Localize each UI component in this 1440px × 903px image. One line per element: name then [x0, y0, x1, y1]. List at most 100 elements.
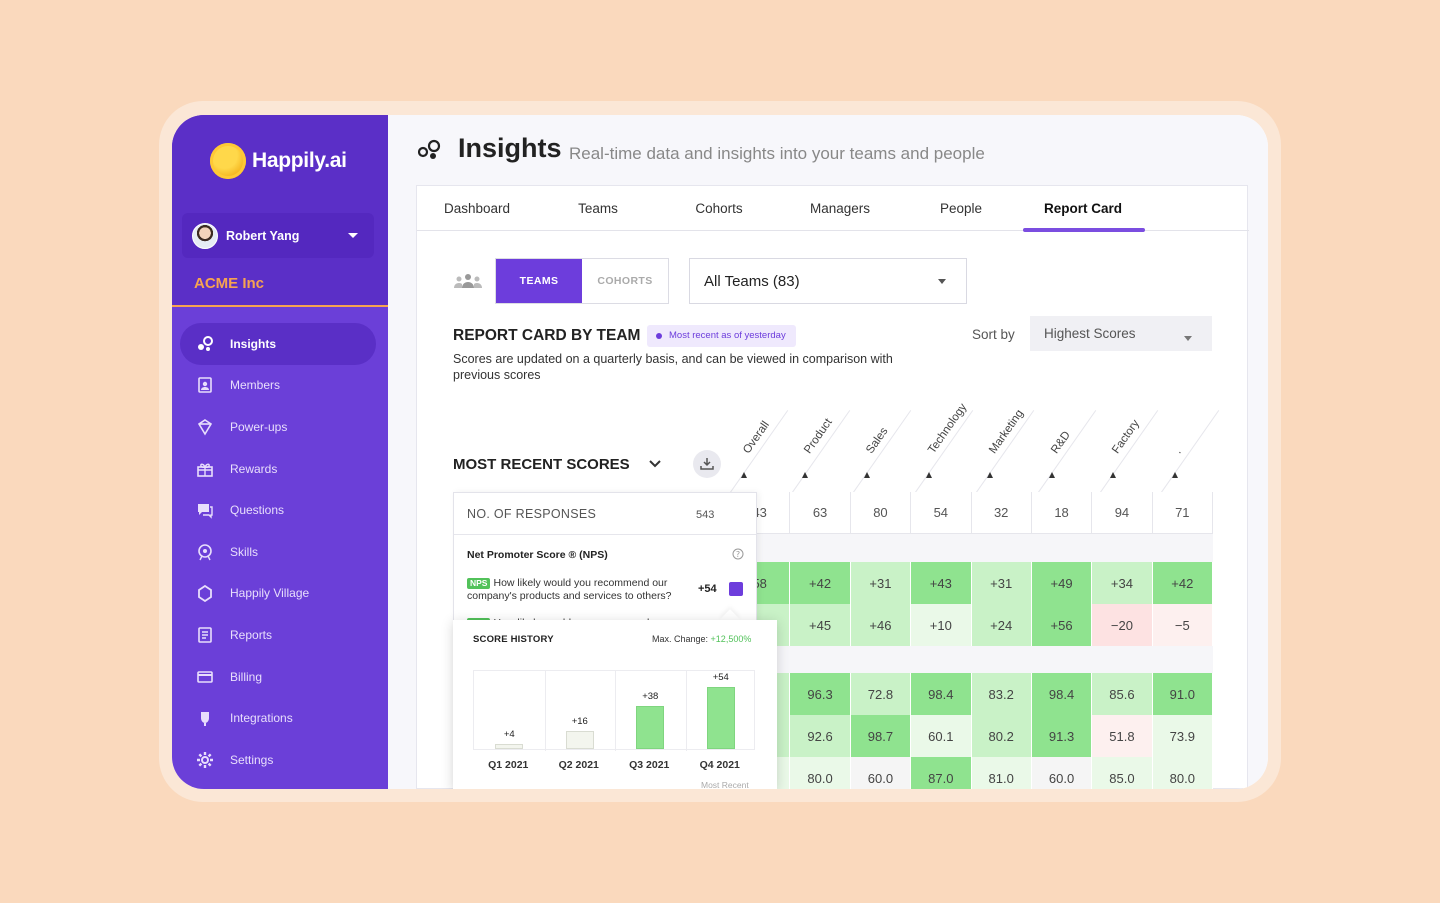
sidebar-item-integrations[interactable]: Integrations — [180, 697, 376, 739]
score-cell[interactable]: +10 — [911, 604, 972, 646]
report-card-description: Scores are updated on a quarterly basis,… — [453, 352, 893, 382]
score-cell[interactable]: 60.0 — [850, 757, 912, 789]
score-cell[interactable]: 96.3 — [790, 673, 851, 715]
score-cell[interactable]: −20 — [1092, 604, 1153, 646]
score-cell[interactable]: 60.0 — [1031, 757, 1093, 789]
rewards-icon — [196, 460, 214, 478]
sidebar-item-happily-village[interactable]: Happily Village — [180, 573, 376, 615]
sidebar-item-label: Power-ups — [230, 419, 288, 434]
svg-text:?: ? — [736, 550, 740, 559]
score-cell[interactable]: 91.3 — [1031, 715, 1093, 757]
column-header[interactable]: R&D — [1048, 429, 1073, 456]
score-cell[interactable]: 81.0 — [971, 757, 1032, 789]
sidebar-item-members[interactable]: Members — [180, 365, 376, 407]
score-cell[interactable]: 73.9 — [1152, 715, 1213, 757]
sidebar-header: Happily.ai Robert Yang ACME Inc — [172, 115, 388, 307]
score-cell[interactable]: +24 — [971, 604, 1032, 646]
logo-text: Happily.ai — [252, 149, 347, 172]
score-cell[interactable]: 85.0 — [1092, 757, 1153, 789]
responses-cell: 54 — [911, 492, 972, 534]
cohorts-toggle-button[interactable]: COHORTS — [597, 275, 653, 287]
history-bar[interactable] — [636, 705, 665, 749]
tab-dashboard[interactable]: Dashboard — [443, 201, 511, 216]
tab-teams[interactable]: Teams — [578, 201, 618, 216]
logo[interactable]: Happily.ai — [210, 143, 347, 179]
help-icon[interactable]: ? — [732, 548, 744, 560]
score-cell[interactable]: +31 — [850, 562, 912, 604]
responses-cell: 63 — [790, 492, 851, 534]
score-cell[interactable]: 87.0 — [911, 757, 972, 789]
sort-select-value: Highest Scores — [1044, 326, 1136, 341]
score-cell[interactable]: +34 — [1092, 562, 1153, 604]
members-icon — [196, 376, 214, 394]
score-cell[interactable]: +42 — [790, 562, 851, 604]
column-divider — [1038, 410, 1097, 493]
sidebar-item-reports[interactable]: Reports — [180, 614, 376, 656]
responses-row: NO. OF RESPONSES 543 — [454, 493, 756, 535]
sidebar-item-power-ups[interactable]: Power-ups — [180, 406, 376, 448]
sidebar-item-rewards[interactable]: Rewards — [180, 448, 376, 490]
history-x-label: Q3 2021 — [629, 759, 670, 771]
sidebar-item-settings[interactable]: Settings — [180, 739, 376, 781]
score-cell[interactable]: +43 — [911, 562, 972, 604]
user-menu[interactable]: Robert Yang — [182, 213, 374, 258]
sort-select[interactable]: Highest Scores — [1030, 316, 1212, 351]
tab-cohorts[interactable]: Cohorts — [695, 201, 743, 216]
teams-toggle-button[interactable]: TEAMS — [496, 259, 582, 303]
score-cell[interactable]: 83.2 — [971, 673, 1032, 715]
score-cell[interactable]: +45 — [790, 604, 851, 646]
team-select[interactable]: All Teams (83) — [689, 258, 967, 304]
score-history-popover: SCORE HISTORY Max. Change: +12,500% +4 +1… — [453, 620, 777, 789]
column-header[interactable]: Sales — [864, 425, 891, 456]
score-cell[interactable]: 85.6 — [1092, 673, 1153, 715]
avatar — [192, 222, 218, 249]
score-cell[interactable]: 80.0 — [1152, 757, 1213, 789]
score-cell[interactable]: 91.0 — [1152, 673, 1213, 715]
score-cell[interactable]: +56 — [1031, 604, 1093, 646]
score-cell[interactable]: 98.7 — [850, 715, 912, 757]
history-bar[interactable] — [495, 744, 524, 749]
score-cell[interactable]: 80.2 — [971, 715, 1032, 757]
history-x-label: Q1 2021 — [488, 759, 529, 771]
score-cell[interactable]: 51.8 — [1092, 715, 1153, 757]
chevron-down-icon[interactable] — [649, 460, 661, 468]
history-bar-label: +4 — [503, 729, 515, 740]
score-cell[interactable]: 98.4 — [911, 673, 972, 715]
score-cell[interactable]: 72.8 — [850, 673, 912, 715]
score-cell[interactable]: +46 — [850, 604, 912, 646]
column-header[interactable]: . — [1172, 446, 1184, 456]
page-subtitle: Real-time data and insights into your te… — [569, 144, 985, 163]
sidebar-item-questions[interactable]: Questions — [180, 489, 376, 531]
history-bar[interactable] — [565, 730, 594, 749]
score-cell[interactable]: +49 — [1031, 562, 1093, 604]
score-cell[interactable]: +42 — [1152, 562, 1213, 604]
sort-label: Sort by — [972, 327, 1015, 342]
score-cell[interactable]: 98.4 — [1031, 673, 1093, 715]
tab-report-card[interactable]: Report Card — [1043, 201, 1122, 216]
tab-people[interactable]: People — [939, 201, 983, 216]
history-bar-label: +38 — [642, 690, 659, 702]
most-recent-scores-title[interactable]: MOST RECENT SCORES — [453, 456, 630, 473]
tab-managers[interactable]: Managers — [809, 201, 871, 216]
download-button[interactable] — [693, 450, 721, 478]
score-cell[interactable]: 80.0 — [790, 757, 851, 789]
page-title: Insights — [458, 133, 562, 163]
score-cell[interactable]: +31 — [971, 562, 1032, 604]
max-change-label: Max. Change: — [652, 634, 709, 644]
sidebar-item-billing[interactable]: Billing — [180, 656, 376, 698]
score-cell[interactable]: −5 — [1152, 604, 1213, 646]
nps-tag: NPS — [467, 578, 491, 589]
history-x-label: Q2 2021 — [558, 759, 599, 771]
score-cell[interactable]: 60.1 — [911, 715, 972, 757]
sidebar-item-label: Skills — [230, 544, 259, 559]
nps-question-text: How likely would you recommend our compa… — [467, 577, 672, 602]
history-bar[interactable] — [706, 687, 735, 749]
column-header[interactable]: Technology — [925, 401, 969, 456]
bar-chart-icon[interactable] — [729, 582, 743, 596]
power-ups-icon — [196, 418, 214, 436]
sort-marker-icon — [1172, 472, 1178, 478]
sidebar-item-skills[interactable]: Skills — [180, 531, 376, 573]
sidebar-item-insights[interactable]: Insights — [180, 323, 376, 365]
sort-marker-icon — [864, 472, 870, 478]
score-cell[interactable]: 92.6 — [790, 715, 851, 757]
